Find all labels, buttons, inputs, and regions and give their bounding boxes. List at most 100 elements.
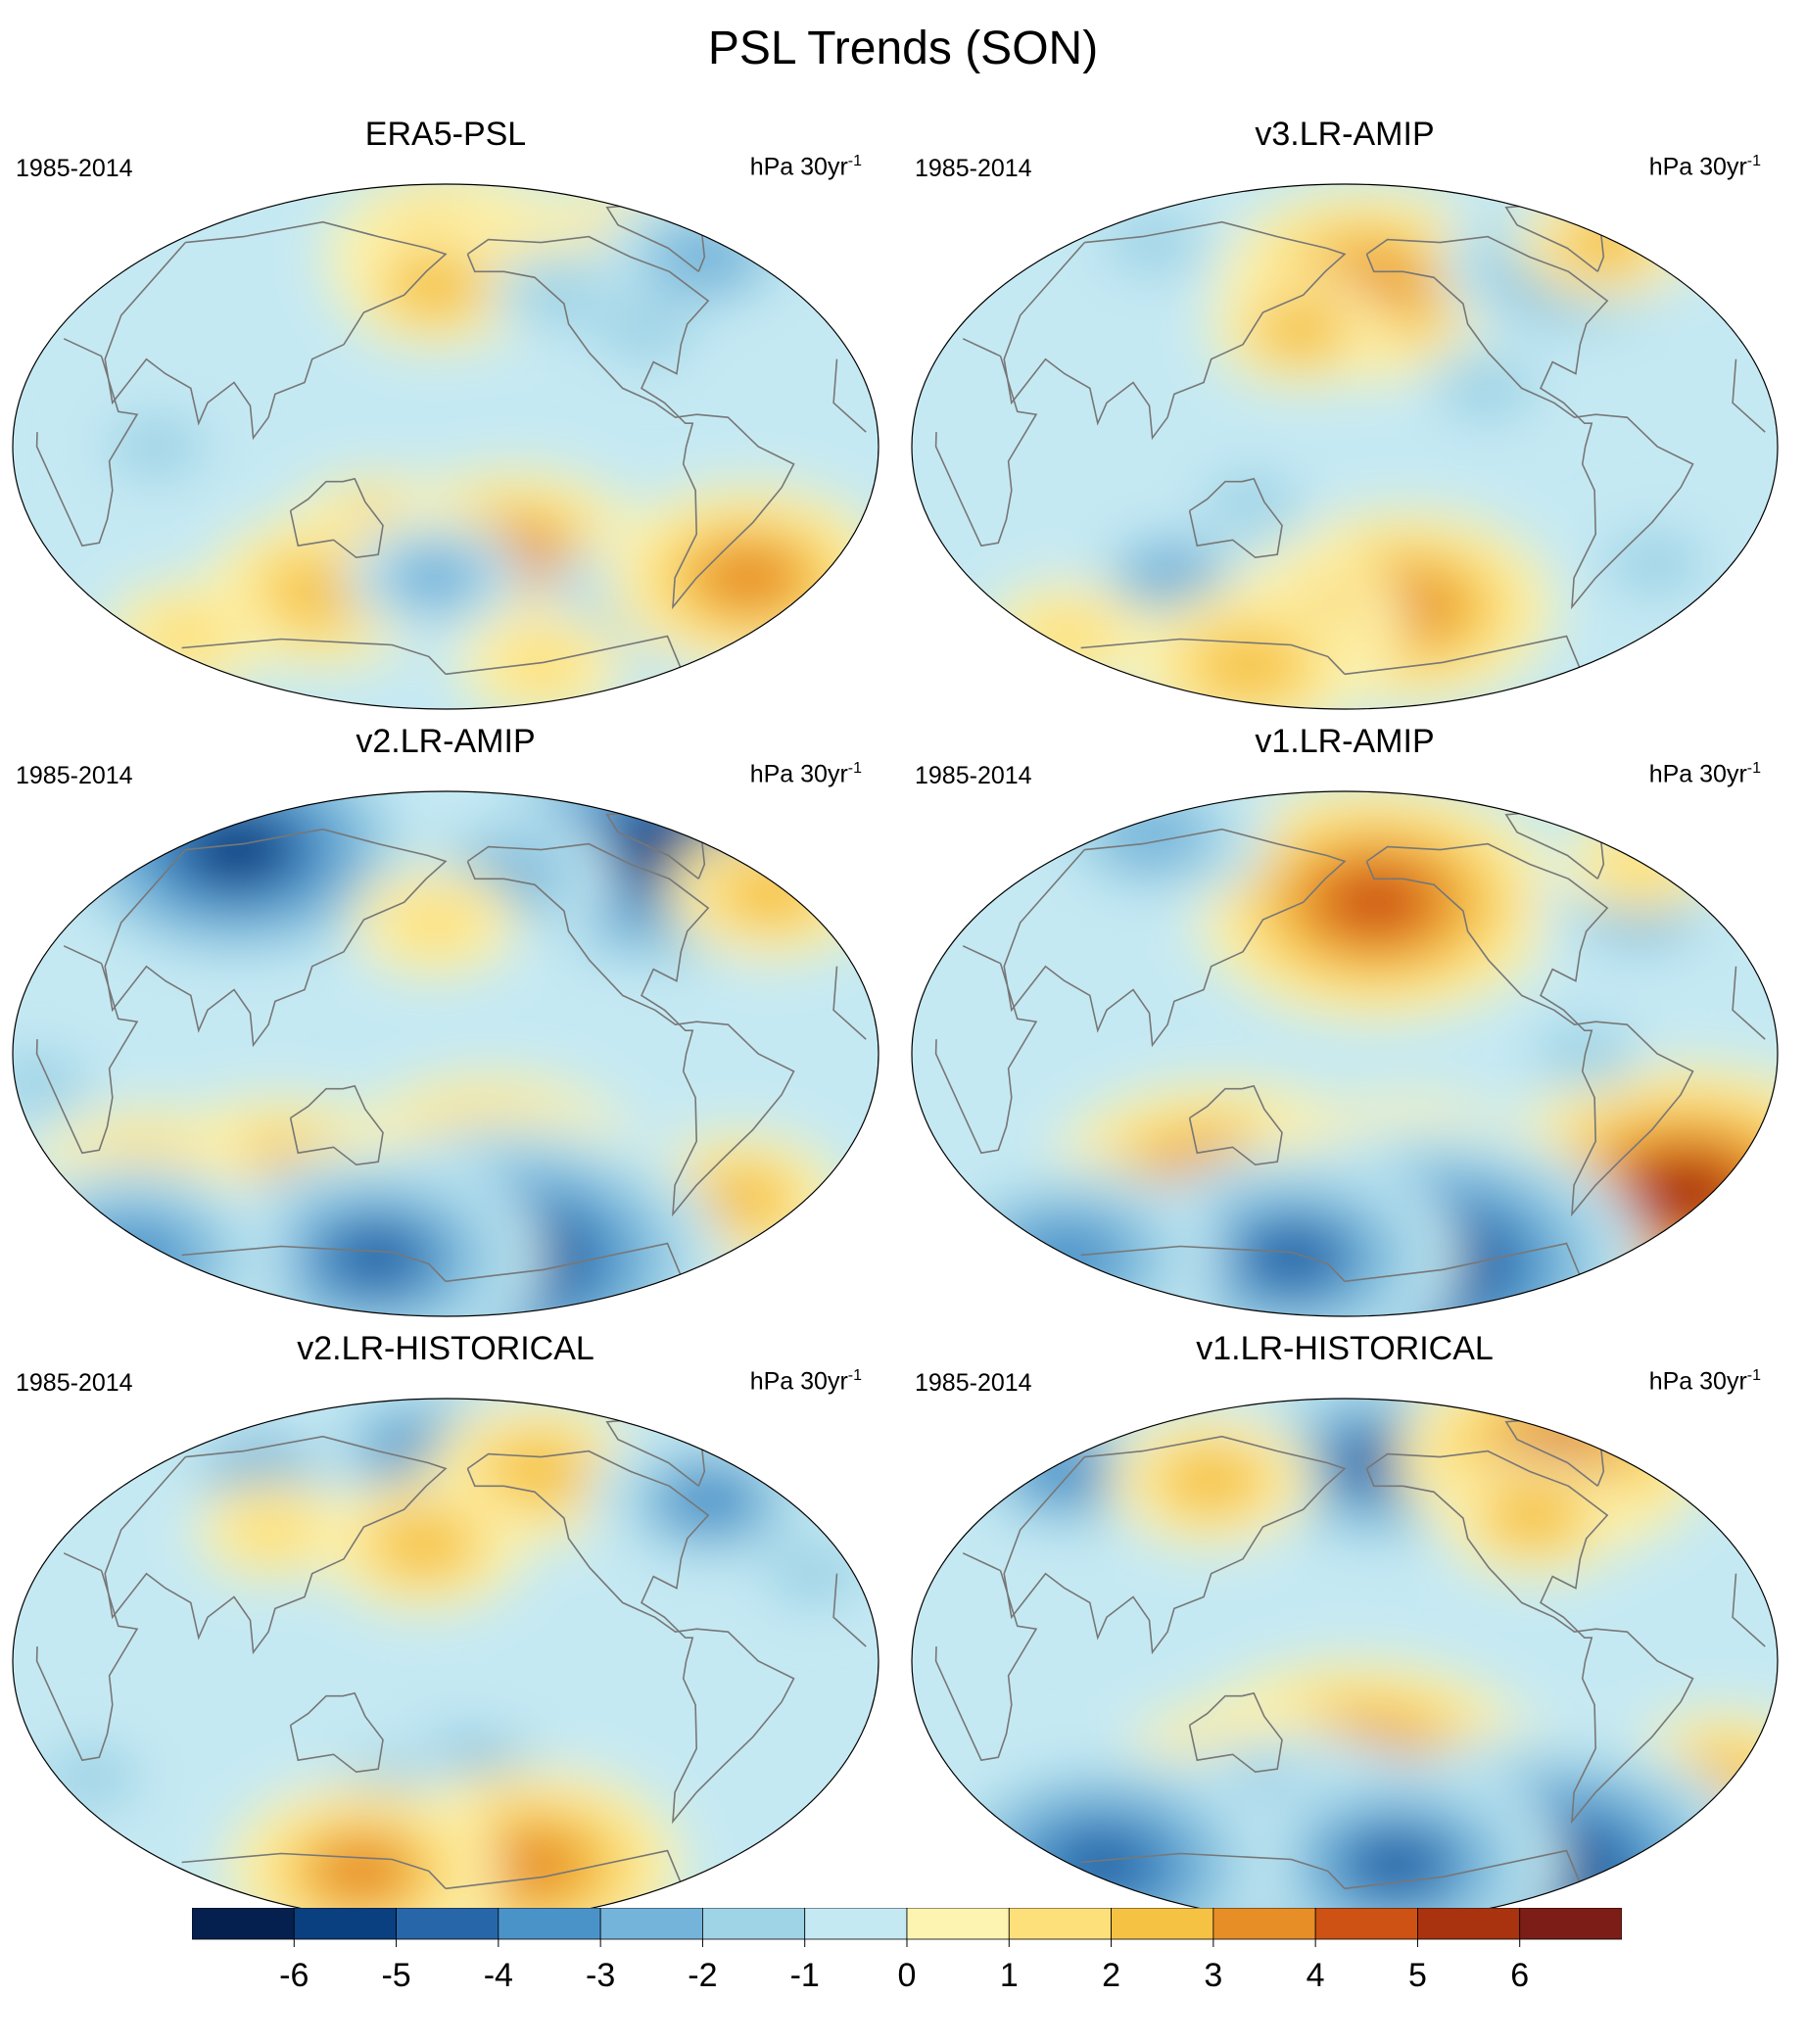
trend-anomaly <box>594 296 696 363</box>
coastline <box>289 1084 384 1166</box>
coastline <box>1188 1084 1283 1166</box>
trend-anomaly <box>221 1497 324 1563</box>
panel-title: v1.LR-HISTORICAL <box>1196 1330 1494 1367</box>
colorbar-tick-label: -5 <box>381 1957 410 1994</box>
trend-anomaly <box>1249 296 1352 363</box>
map-panel-v2-lr-amip: v2.LR-AMIP 1985-2014 hPa 30yr-1 <box>0 723 891 1330</box>
trend-anomaly <box>186 816 289 883</box>
panel-title: ERA5-PSL <box>364 116 527 153</box>
trend-anomaly <box>383 889 486 956</box>
trend-anomaly <box>1103 209 1206 276</box>
map-panel-v1-lr-historical: v1.LR-HISTORICAL 1985-2014 hPa 30yr-1 <box>899 1330 1790 1937</box>
coastline <box>1080 1242 1581 1283</box>
coastline <box>35 338 867 547</box>
trend-anomaly <box>1199 471 1302 539</box>
trend-anomaly <box>1016 602 1118 670</box>
map-panel-v3-lr-amip: v3.LR-AMIP 1985-2014 hPa 30yr-1 <box>899 116 1790 723</box>
period-label: 1985-2014 <box>16 762 133 789</box>
coastline <box>1080 1849 1581 1890</box>
colorbar-tick-label: 3 <box>1204 1957 1222 1994</box>
trend-anomaly <box>49 1203 218 1313</box>
coastline <box>104 220 448 441</box>
units-label: hPa 30yr-1 <box>1648 760 1761 788</box>
trend-anomaly <box>325 1224 428 1292</box>
colorbar-tick-label: 4 <box>1307 1957 1325 1994</box>
colorbar-tick-label: 1 <box>1000 1957 1019 1994</box>
period-label: 1985-2014 <box>915 1369 1032 1397</box>
colorbar-swatch <box>293 1908 397 1940</box>
coastline <box>466 842 795 1217</box>
trend-map <box>911 790 1779 1317</box>
colorbar-swatch <box>804 1908 908 1940</box>
coastline <box>934 1552 1766 1762</box>
trend-anomaly <box>508 261 611 329</box>
coastline <box>1003 828 1347 1048</box>
units-label: hPa 30yr-1 <box>1648 153 1761 181</box>
coastline <box>1080 635 1581 676</box>
colorbar-tick-label: 0 <box>898 1957 917 1994</box>
colorbar-swatch <box>702 1908 806 1940</box>
coastline <box>1003 1435 1347 1655</box>
coastline <box>1003 220 1347 441</box>
trend-anomaly <box>1016 1438 1118 1505</box>
units-label: hPa 30yr-1 <box>749 153 862 181</box>
main-title: PSL Trends (SON) <box>707 23 1099 74</box>
trend-anomaly <box>384 253 487 320</box>
panel-title: v2.LR-AMIP <box>356 723 536 760</box>
coastline <box>1188 477 1283 559</box>
coastline <box>1365 842 1694 1217</box>
coastline <box>289 477 384 559</box>
colorbar-swatch <box>1417 1908 1521 1940</box>
coastline <box>104 828 448 1048</box>
trend-anomaly <box>82 1224 185 1292</box>
map-border <box>12 183 879 710</box>
colorbar: -6 -5 -4 -3 -2 -1 0 1 2 3 4 5 6 <box>192 1908 1622 1994</box>
colorbar-swatch <box>1111 1908 1214 1940</box>
map-panel-era5-psl: ERA5-PSL 1985-2014 hPa 30yr-1 <box>0 116 891 723</box>
coastline <box>104 1435 448 1655</box>
units-label: hPa 30yr-1 <box>749 760 862 788</box>
trend-map <box>911 1398 1779 1925</box>
coastline <box>1365 1450 1694 1825</box>
trend-anomaly <box>658 1467 761 1535</box>
colorbar-tick-label: -1 <box>790 1957 820 1994</box>
coastline <box>289 1691 384 1774</box>
colorbar-swatch <box>1008 1908 1112 1940</box>
coastline <box>1188 1691 1283 1774</box>
trend-anomaly <box>1346 1831 1449 1899</box>
panel-title: v1.LR-AMIP <box>1255 723 1435 760</box>
coastline <box>35 945 867 1155</box>
trend-anomaly <box>1120 545 1223 611</box>
panel-title: v2.LR-HISTORICAL <box>297 1330 594 1367</box>
trend-anomaly <box>1050 1831 1153 1899</box>
trend-anomaly <box>1590 831 1692 898</box>
coastline <box>466 1450 795 1825</box>
trend-anomaly <box>39 1744 142 1812</box>
trend-anomaly <box>1435 355 1538 422</box>
trend-anomaly <box>1160 1447 1262 1514</box>
colorbar-swatch <box>1519 1908 1622 1940</box>
period-label: 1985-2014 <box>16 155 133 182</box>
coastline <box>181 1849 682 1890</box>
map-panel-v2-lr-historical: v2.LR-HISTORICAL 1985-2014 hPa 30yr-1 <box>0 1330 891 1937</box>
colorbar-swatch <box>396 1908 499 1940</box>
colorbar-tick-label: 5 <box>1408 1957 1427 1994</box>
coastline <box>1365 235 1694 610</box>
coastline <box>35 1552 867 1762</box>
trend-anomaly <box>763 1540 866 1607</box>
trend-anomaly <box>1553 209 1656 276</box>
map-border <box>911 790 1779 1317</box>
trend-map <box>12 790 879 1317</box>
trend-anomaly <box>372 1510 475 1578</box>
trend-anomaly <box>1603 530 1706 597</box>
trend-anomaly <box>1634 1160 1736 1227</box>
coastline <box>934 945 1766 1155</box>
trend-anomaly <box>383 545 486 611</box>
coastline <box>181 1242 682 1283</box>
trend-anomaly <box>310 1837 413 1905</box>
trend-map <box>911 183 1779 710</box>
trend-anomaly <box>697 545 800 611</box>
colorbar-swatch <box>1314 1908 1418 1940</box>
trend-anomaly <box>135 602 238 670</box>
colorbar-tick-label: 6 <box>1510 1957 1529 1994</box>
